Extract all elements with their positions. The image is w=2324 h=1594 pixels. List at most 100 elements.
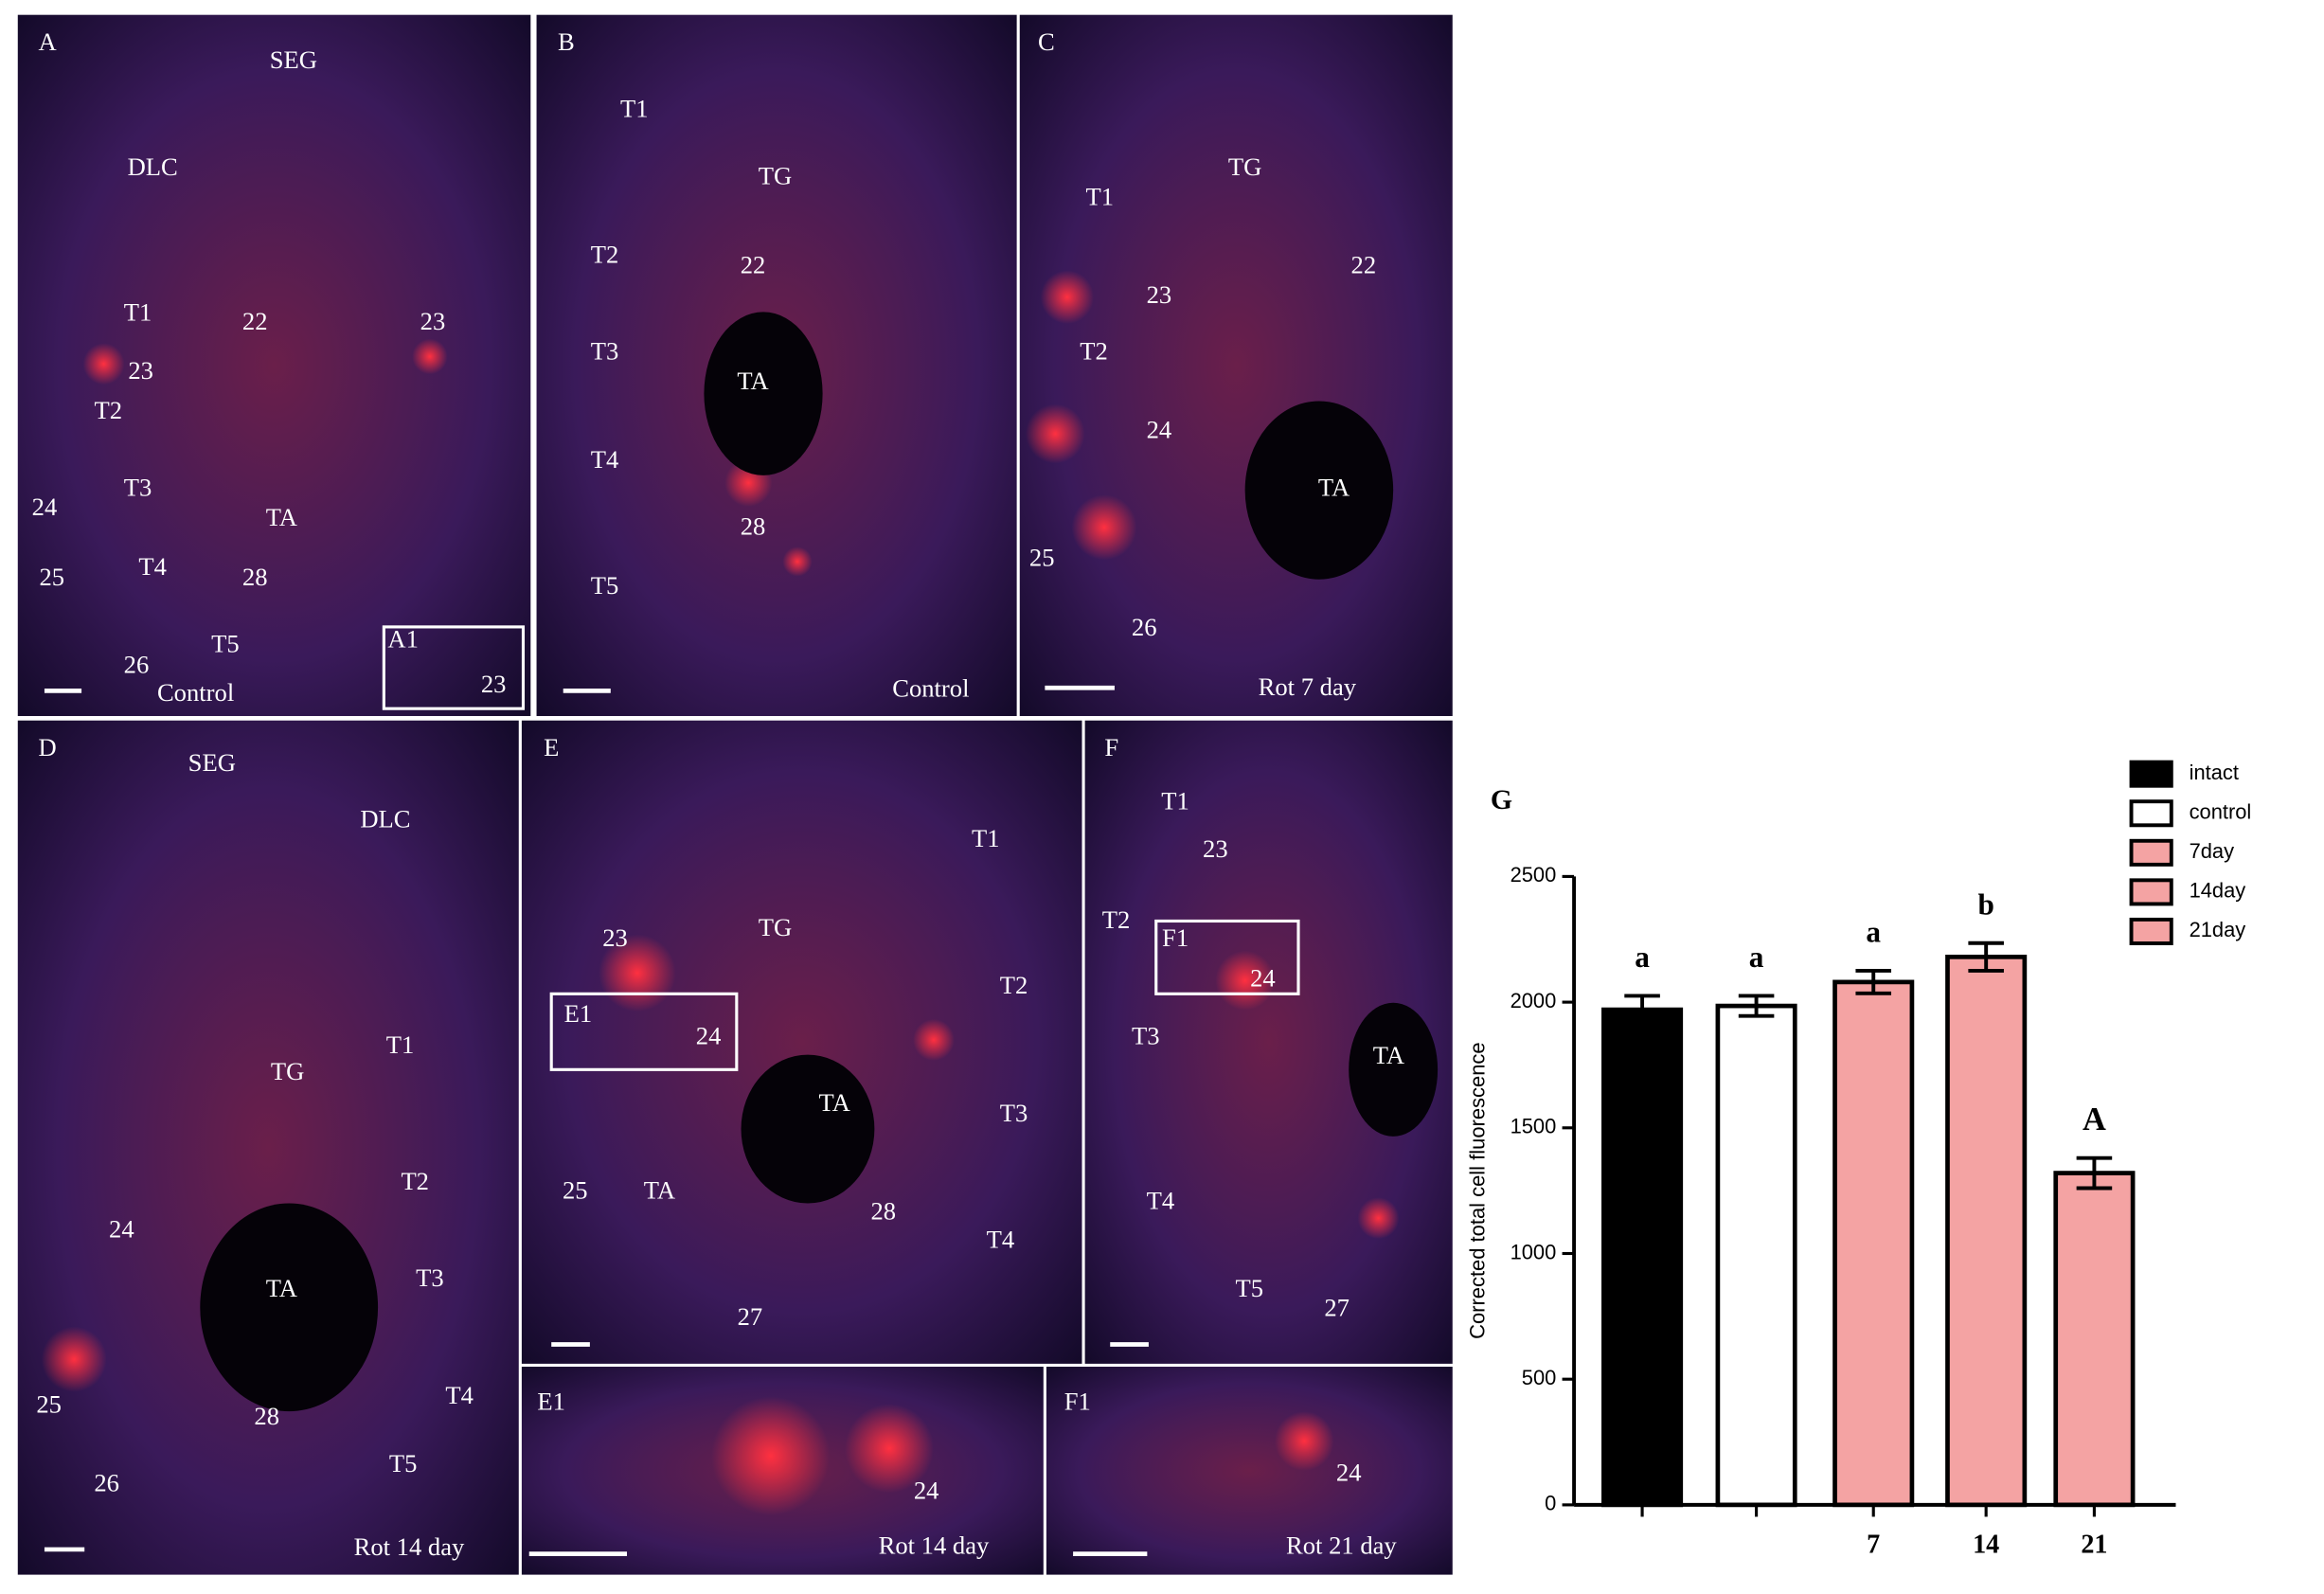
panel-label: T4 — [591, 445, 619, 474]
panel-label: TA — [737, 367, 769, 395]
micrograph — [1046, 1367, 1453, 1575]
panel-label: 28 — [741, 511, 766, 540]
panel-label: F1 — [1162, 923, 1189, 952]
panel-letter: A — [38, 27, 57, 56]
panel-label: T3 — [124, 474, 152, 502]
panel-label: 23 — [420, 307, 446, 335]
lumen — [704, 312, 823, 475]
x-tick-label: 14 — [1973, 1530, 1999, 1559]
panel-label: TG — [271, 1057, 304, 1085]
panel-label: 28 — [870, 1197, 896, 1226]
panel-label: 26 — [94, 1469, 119, 1497]
panel-label: T2 — [401, 1167, 429, 1195]
panel-label: 22 — [242, 307, 268, 335]
panel-letter: B — [558, 27, 575, 56]
legend-swatch — [2129, 917, 2173, 945]
panel-label: TA — [266, 503, 298, 531]
panel-label: 24 — [1336, 1459, 1362, 1487]
y-tick-label: 2000 — [1511, 989, 1557, 1012]
panel-letter: D — [38, 733, 56, 761]
panel-label: 23 — [128, 356, 153, 385]
panel-label: A1 — [387, 625, 419, 654]
legend-label: 21day — [2190, 918, 2246, 941]
lumen — [1244, 401, 1394, 580]
panel-label: 23 — [1203, 834, 1228, 863]
panel-label: T2 — [1102, 905, 1131, 934]
bar — [1832, 979, 1915, 1508]
panel-letter: F1 — [1064, 1387, 1091, 1415]
panel-label: 24 — [1147, 416, 1172, 444]
panel-label: T5 — [591, 571, 619, 600]
panel-label: T4 — [445, 1381, 474, 1409]
y-tick-label: 1000 — [1511, 1240, 1557, 1263]
red-signal — [1274, 1411, 1334, 1471]
panel-label: T1 — [1085, 182, 1114, 210]
panel-label: 24 — [914, 1476, 939, 1504]
panel-label: 24 — [109, 1214, 134, 1243]
panel-label: T4 — [138, 552, 167, 581]
significance-letter: b — [1977, 887, 1993, 921]
lumen — [1349, 1002, 1439, 1137]
significance-letter: a — [1866, 915, 1881, 948]
panel-label: TA — [266, 1274, 298, 1302]
panel-label: TG — [759, 161, 792, 189]
panel-label: T2 — [1080, 336, 1108, 365]
y-tick-label: 2500 — [1511, 863, 1557, 887]
legend-swatch — [2129, 878, 2173, 906]
micrograph — [17, 720, 519, 1575]
inset-box — [1154, 919, 1300, 995]
legend-swatch — [2129, 799, 2173, 828]
panel-letter: E — [544, 733, 559, 761]
red-signal — [782, 546, 813, 577]
panel-label: TA — [1373, 1041, 1405, 1069]
panel-label: T5 — [1236, 1274, 1264, 1302]
red-signal — [1071, 494, 1137, 561]
y-tick-label: 500 — [1522, 1366, 1557, 1389]
panel-label: TA — [644, 1176, 676, 1205]
panel-label: T4 — [987, 1225, 1015, 1253]
panel-label: 22 — [1351, 250, 1377, 278]
panel-label: T1 — [386, 1030, 415, 1059]
panel-label: Rot 7 day — [1259, 672, 1357, 701]
panel-label: SEG — [188, 748, 236, 777]
panel-label: SEG — [270, 45, 317, 74]
panel-label: T1 — [620, 95, 649, 123]
red-signal — [82, 343, 125, 385]
panel-label: 27 — [738, 1302, 763, 1331]
red-signal — [1357, 1197, 1400, 1240]
panel-letter: C — [1038, 27, 1055, 56]
panel-label: 28 — [242, 563, 268, 591]
panel-letter: E1 — [537, 1387, 565, 1415]
bar — [1945, 954, 2028, 1508]
panel-letter: G — [1491, 784, 1512, 815]
panel-label: 26 — [124, 650, 150, 678]
panel-label: 24 — [32, 493, 58, 521]
panel-label: 23 — [481, 670, 507, 698]
panel-letter: F — [1104, 733, 1118, 761]
panel-label: DLC — [128, 152, 178, 181]
panel-label: 28 — [254, 1402, 279, 1430]
panel-label: T2 — [94, 396, 122, 424]
bar-chart: a a a 7 b 14 A 21 0 500 1000 1500 2000 2500 Corrected … — [1466, 760, 2252, 1559]
significance-letter: A — [2083, 1101, 2106, 1137]
panel-label: T5 — [389, 1449, 418, 1478]
panel-label: Rot 21 day — [1286, 1531, 1397, 1559]
panel-label: 25 — [563, 1176, 588, 1205]
panel-label: T3 — [1132, 1021, 1160, 1049]
legend-label: control — [2190, 800, 2252, 824]
red-signal — [41, 1326, 107, 1392]
panel-label: 25 — [1029, 543, 1055, 571]
red-signal — [913, 1018, 955, 1061]
panel-label: Control — [892, 673, 969, 702]
panel-label: TA — [818, 1088, 850, 1117]
legend-swatch — [2129, 838, 2173, 867]
x-tick-label: 21 — [2081, 1530, 2107, 1559]
panel-label: T2 — [591, 240, 619, 268]
panel-label: T1 — [972, 824, 1000, 852]
legend-label: intact — [2190, 761, 2239, 784]
lumen — [200, 1203, 379, 1412]
panel-label: 27 — [1324, 1294, 1350, 1322]
panel-label: 24 — [1250, 963, 1276, 992]
